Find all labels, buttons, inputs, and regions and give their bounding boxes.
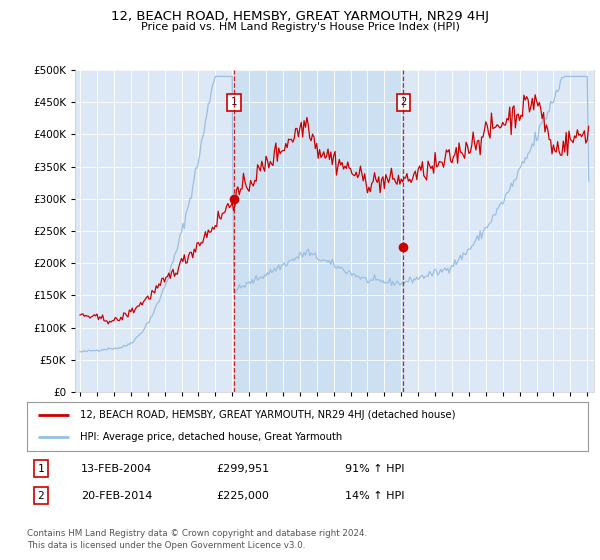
Text: Contains HM Land Registry data © Crown copyright and database right 2024.
This d: Contains HM Land Registry data © Crown c… bbox=[27, 529, 367, 550]
Text: £299,951: £299,951 bbox=[216, 464, 269, 474]
Text: 2: 2 bbox=[37, 491, 44, 501]
Text: 13-FEB-2004: 13-FEB-2004 bbox=[81, 464, 152, 474]
Text: 20-FEB-2014: 20-FEB-2014 bbox=[81, 491, 152, 501]
Bar bbox=[234, 70, 403, 392]
Text: 1: 1 bbox=[231, 97, 238, 107]
Text: £225,000: £225,000 bbox=[216, 491, 269, 501]
Text: 14% ↑ HPI: 14% ↑ HPI bbox=[345, 491, 404, 501]
Text: HPI: Average price, detached house, Great Yarmouth: HPI: Average price, detached house, Grea… bbox=[80, 432, 343, 442]
Text: 12, BEACH ROAD, HEMSBY, GREAT YARMOUTH, NR29 4HJ: 12, BEACH ROAD, HEMSBY, GREAT YARMOUTH, … bbox=[111, 10, 489, 23]
Text: 12, BEACH ROAD, HEMSBY, GREAT YARMOUTH, NR29 4HJ (detached house): 12, BEACH ROAD, HEMSBY, GREAT YARMOUTH, … bbox=[80, 410, 456, 420]
Text: Price paid vs. HM Land Registry's House Price Index (HPI): Price paid vs. HM Land Registry's House … bbox=[140, 22, 460, 32]
Text: 1: 1 bbox=[37, 464, 44, 474]
Text: 2: 2 bbox=[400, 97, 406, 107]
Text: 91% ↑ HPI: 91% ↑ HPI bbox=[345, 464, 404, 474]
